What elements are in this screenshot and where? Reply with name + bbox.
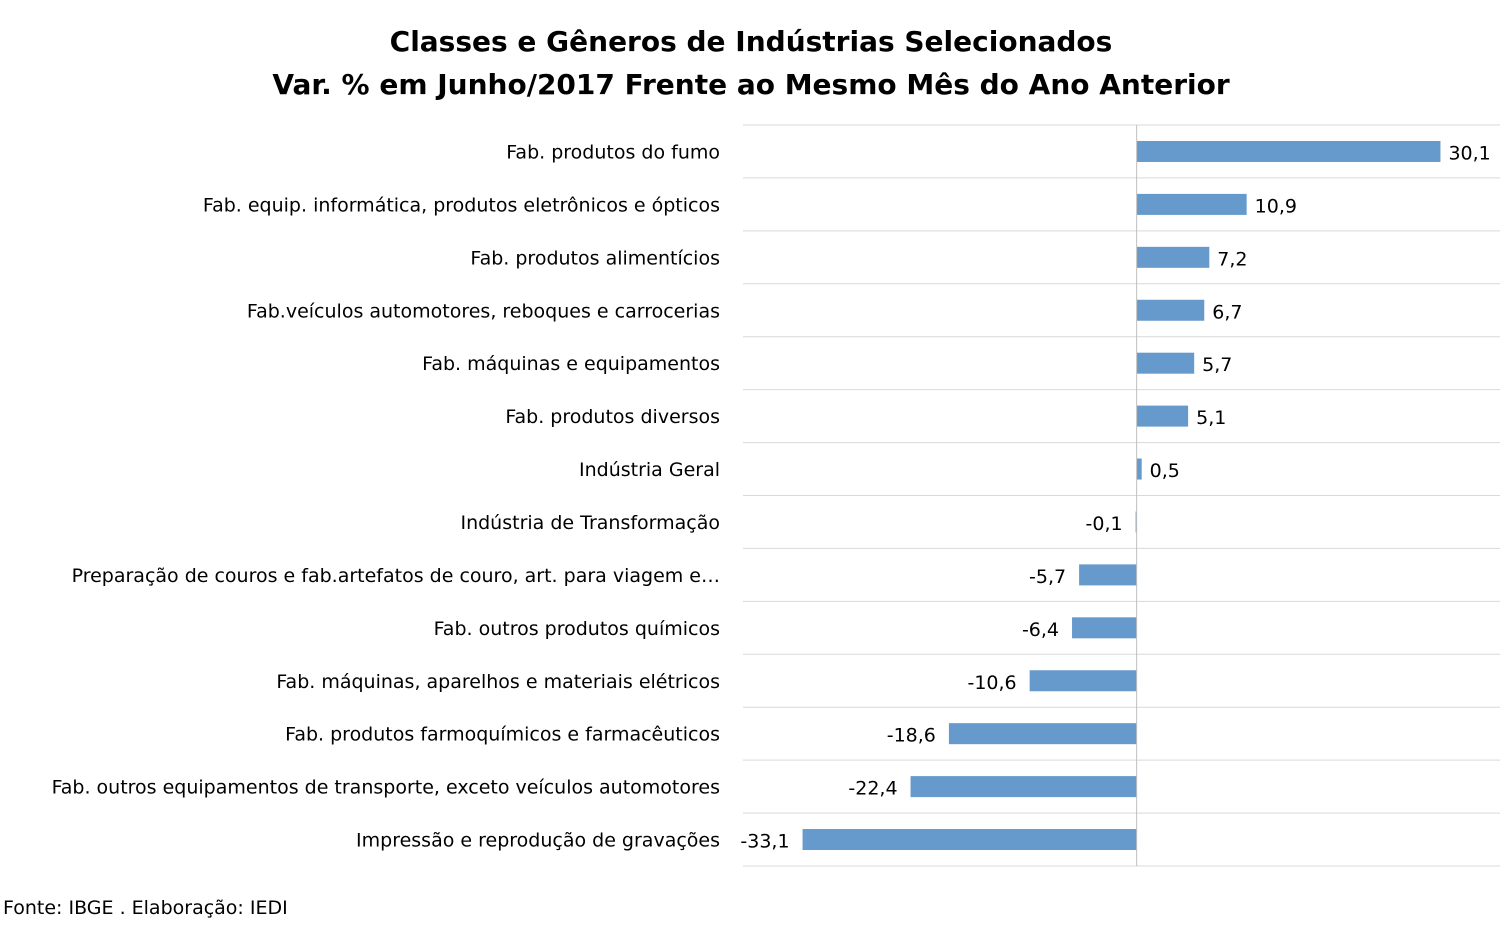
- value-labels: 30,1 10,9 7,2 6,7 5,7 5,1 0,5 -0,1 -5,7 -6,4 -10,6…: [740, 142, 1490, 852]
- value-label: -5,7: [1029, 566, 1066, 588]
- category-labels: Fab. produtos do fumo Fab. equip. informá…: [52, 141, 720, 851]
- source-note: Fonte: IBGE . Elaboração: IEDI: [3, 897, 288, 919]
- value-label: 0,5: [1150, 460, 1180, 482]
- value-label: -6,4: [1022, 619, 1059, 641]
- category-label: Fab. outros produtos químicos: [434, 618, 720, 640]
- bar: [1135, 511, 1137, 533]
- category-label: Fab. máquinas, aparelhos e materiais elé…: [276, 671, 720, 693]
- grid-lines: [743, 124, 1500, 867]
- category-label: Fab. produtos do fumo: [506, 141, 720, 163]
- category-label: Fab. outros equipamentos de transporte, …: [52, 777, 720, 799]
- category-label: Preparação de couros e fab.artefatos de …: [72, 565, 720, 587]
- bar: [1029, 670, 1137, 692]
- category-label: Indústria Geral: [579, 459, 720, 481]
- value-label: -0,1: [1086, 513, 1123, 535]
- bar: [802, 829, 1137, 851]
- category-label: Fab.veículos automotores, reboques e car…: [247, 300, 720, 322]
- value-label: 6,7: [1212, 301, 1242, 323]
- bar: [1136, 140, 1441, 162]
- value-label: 30,1: [1448, 142, 1490, 164]
- category-label: Fab. produtos diversos: [505, 406, 720, 428]
- value-label: 5,7: [1202, 354, 1232, 376]
- bar: [1136, 299, 1205, 321]
- category-label: Fab. produtos alimentícios: [470, 247, 720, 269]
- value-label: 7,2: [1217, 248, 1247, 270]
- bar: [1136, 246, 1210, 268]
- value-label: -10,6: [967, 672, 1016, 694]
- category-label: Fab. produtos farmoquímicos e farmacêuti…: [285, 724, 720, 746]
- bars: [802, 140, 1441, 851]
- value-label: -22,4: [848, 778, 897, 800]
- bar: [1136, 405, 1189, 427]
- bar: [1072, 617, 1137, 639]
- bar: [948, 723, 1137, 745]
- bar: [1136, 458, 1142, 480]
- bar: [910, 776, 1137, 798]
- value-label: -18,6: [887, 725, 936, 747]
- chart-title: Classes e Gêneros de Indústrias Selecion…: [0, 20, 1502, 106]
- chart-title-line-2: Var. % em Junho/2017 Frente ao Mesmo Mês…: [272, 68, 1230, 101]
- value-label: 5,1: [1196, 407, 1226, 429]
- bar: [1136, 352, 1195, 374]
- bar: [1079, 564, 1137, 586]
- value-label: -33,1: [740, 831, 789, 853]
- chart-title-line-1: Classes e Gêneros de Indústrias Selecion…: [389, 25, 1113, 58]
- category-label: Fab. equip. informática, produtos eletrô…: [203, 194, 720, 216]
- value-label: 10,9: [1255, 195, 1297, 217]
- bar: [1136, 193, 1247, 215]
- category-label: Impressão e reprodução de gravações: [356, 830, 720, 852]
- category-label: Fab. máquinas e equipamentos: [422, 353, 720, 375]
- category-label: Indústria de Transformação: [460, 512, 720, 534]
